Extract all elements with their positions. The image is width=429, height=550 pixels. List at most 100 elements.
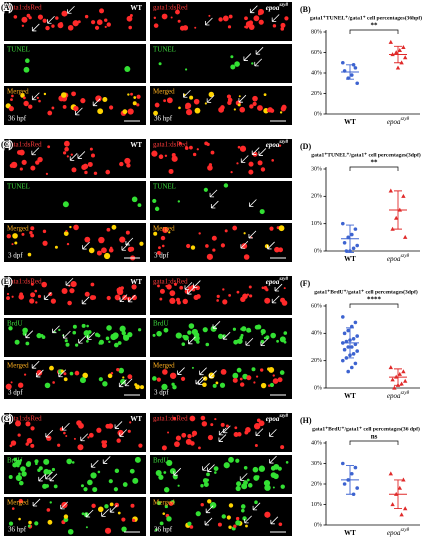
channel-label: TUNEL <box>7 183 30 191</box>
cell <box>228 456 234 463</box>
cell <box>67 24 74 31</box>
cell <box>158 154 164 160</box>
cell <box>104 18 108 22</box>
cells <box>161 415 285 451</box>
dot <box>403 506 408 511</box>
cell <box>12 233 18 239</box>
y-tick-label: 40% <box>311 70 322 76</box>
cell <box>93 171 98 175</box>
cell <box>186 109 193 116</box>
dot <box>388 188 393 193</box>
cell <box>169 372 177 379</box>
cell <box>105 169 111 175</box>
cell <box>118 286 121 289</box>
cell <box>160 235 166 241</box>
category: epoa <box>387 392 401 400</box>
dot <box>342 482 347 486</box>
cell <box>238 95 241 98</box>
cell <box>103 252 111 260</box>
cell <box>119 236 126 243</box>
arrow <box>47 15 55 24</box>
cell <box>269 382 275 388</box>
arrow <box>210 200 219 209</box>
cell <box>129 421 132 424</box>
cell <box>51 24 55 28</box>
cell <box>22 96 26 100</box>
chart-title: gata1⁺TUNEL⁺/gata1⁺ cell percentages(36h… <box>310 14 422 21</box>
cell <box>174 441 180 448</box>
cell <box>202 382 207 388</box>
dot <box>346 345 351 349</box>
cell <box>203 187 208 192</box>
cell <box>233 339 239 345</box>
cell <box>236 290 240 294</box>
cell <box>87 479 93 486</box>
y-tick-label: 20% <box>311 91 322 97</box>
dot <box>390 226 395 231</box>
cell <box>72 324 77 329</box>
cell <box>28 520 32 525</box>
arrow <box>183 89 191 98</box>
cell <box>230 64 236 70</box>
dot <box>392 385 397 390</box>
cell <box>189 95 194 100</box>
cell <box>104 527 112 534</box>
genotype: WT <box>130 141 142 149</box>
cell <box>253 381 256 384</box>
cell <box>243 254 250 260</box>
cell <box>285 461 289 464</box>
cell <box>168 501 174 506</box>
genotype: epoa <box>266 278 280 286</box>
dot <box>350 365 354 370</box>
cell <box>105 336 110 341</box>
arrow <box>222 331 231 340</box>
chart-title: gata1⁺TUNEL⁺/gata1⁺ cell percentages(3dp… <box>311 151 421 158</box>
cell <box>27 252 32 257</box>
cell <box>253 15 260 22</box>
cell <box>249 294 253 298</box>
cell <box>158 62 162 66</box>
cell <box>156 250 161 255</box>
cell <box>157 284 160 288</box>
cell <box>251 62 254 65</box>
genotype-label: epoaszy8 <box>266 140 289 148</box>
cell <box>106 22 111 27</box>
genotype-label: WT <box>130 141 142 149</box>
cell <box>220 105 225 110</box>
cells <box>9 420 143 451</box>
cell <box>89 147 93 151</box>
cell <box>122 482 128 487</box>
genotype-superscript: szy8 <box>278 414 288 419</box>
cell <box>107 373 113 379</box>
genotype: WT <box>130 278 142 286</box>
cell <box>43 92 47 96</box>
cell <box>134 456 141 463</box>
cell <box>213 466 219 471</box>
cell <box>85 339 89 343</box>
cell <box>181 342 186 346</box>
cell <box>152 333 156 337</box>
cell <box>205 244 209 248</box>
dot <box>355 81 360 86</box>
cell <box>83 330 90 337</box>
cell <box>274 246 280 253</box>
cell <box>117 341 122 345</box>
cell <box>88 432 94 438</box>
y-tick-label: 10% <box>311 502 322 508</box>
cell <box>36 333 42 339</box>
cell <box>37 294 42 298</box>
arrow <box>271 14 280 22</box>
cell <box>254 500 258 505</box>
arrow <box>31 23 40 32</box>
cell <box>245 21 253 28</box>
cell <box>212 383 217 388</box>
cell <box>28 104 33 109</box>
cell <box>186 243 191 249</box>
cell <box>185 102 192 109</box>
cell <box>257 8 264 15</box>
cell <box>67 528 74 535</box>
cell <box>126 163 131 168</box>
cell <box>161 383 168 390</box>
cell <box>30 426 35 431</box>
cell <box>90 153 95 158</box>
